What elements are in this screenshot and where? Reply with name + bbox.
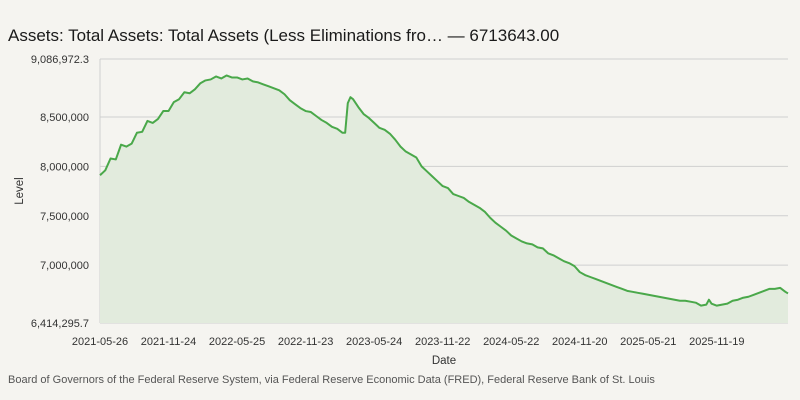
x-tick-label: 2022-11-23 [278,336,333,348]
y-tick-label: 8,500,000 [40,112,89,124]
source-note: Board of Governors of the Federal Reserv… [8,374,655,386]
series-line [99,74,789,307]
area-layer [99,74,789,324]
x-tick-label: 2021-11-24 [141,336,196,348]
y-axis-title: Level [14,177,26,205]
x-axis-title: Date [432,355,456,367]
x-tick-label: 2022-05-25 [209,336,265,348]
series-area-fill [100,75,788,324]
x-tick-label: 2025-05-21 [620,336,676,348]
x-tick-label: 2023-11-22 [415,336,470,348]
y-tick-label: 6,414,295.7 [31,318,89,330]
y-tick-label: 8,000,000 [40,161,89,173]
x-tick-label: 2024-05-22 [483,336,539,348]
x-tick-label: 2024-11-20 [552,336,607,348]
x-tick-label: 2023-05-24 [346,336,402,348]
y-tick-label: 7,000,000 [40,260,89,272]
y-tick-label: 9,086,972.3 [31,54,89,66]
chart-title: Assets: Total Assets: Total Assets (Less… [8,26,560,45]
x-tick-label: 2025-11-19 [689,336,744,348]
axis-layer: 6,414,295.7 7,000,000 7,500,000 8,000,000 8,… [31,54,745,348]
y-tick-label: 7,500,000 [40,211,89,223]
x-tick-label: 2021-05-26 [72,336,128,348]
